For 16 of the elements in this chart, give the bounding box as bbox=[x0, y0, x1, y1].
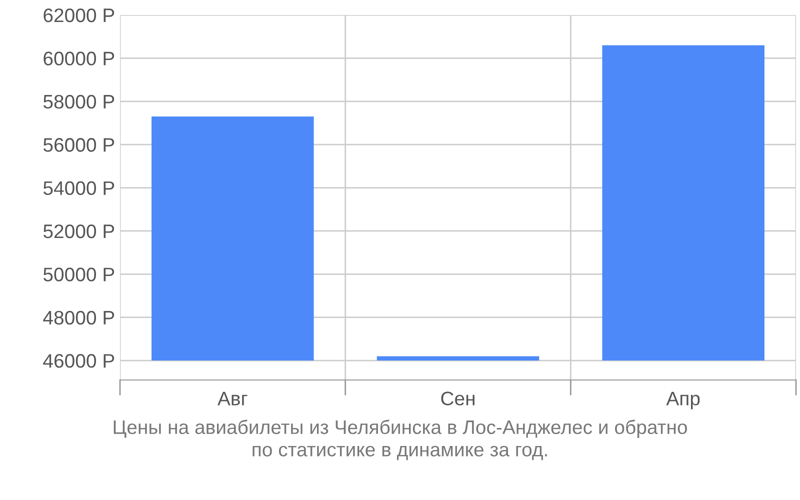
y-tick-label: 52000 Р bbox=[43, 224, 114, 238]
x-tick-label: Сен bbox=[441, 392, 474, 406]
bar bbox=[602, 45, 764, 361]
y-tick-label: 48000 Р bbox=[43, 310, 114, 325]
y-tick-label: 62000 Р bbox=[44, 8, 114, 22]
x-tick-label: Авг bbox=[218, 392, 248, 406]
y-tick-label: 54000 Р bbox=[43, 181, 114, 196]
y-tick-label: 56000 Р bbox=[43, 138, 114, 152]
bar bbox=[152, 116, 314, 361]
text: Цены на авиабилеты из Челябинска в Лос-Анджелес и обратно по статистике в динамике за год. bbox=[114, 420, 687, 460]
y-tick-label: 46000 Р bbox=[43, 354, 114, 368]
bar bbox=[376, 356, 540, 361]
y-tick-label: 60000 Р bbox=[44, 52, 114, 66]
x-tick-label: Апр bbox=[666, 392, 700, 410]
y-tick-label: 58000 Р bbox=[43, 94, 114, 109]
y-tick-label: 50000 Р bbox=[43, 268, 114, 282]
